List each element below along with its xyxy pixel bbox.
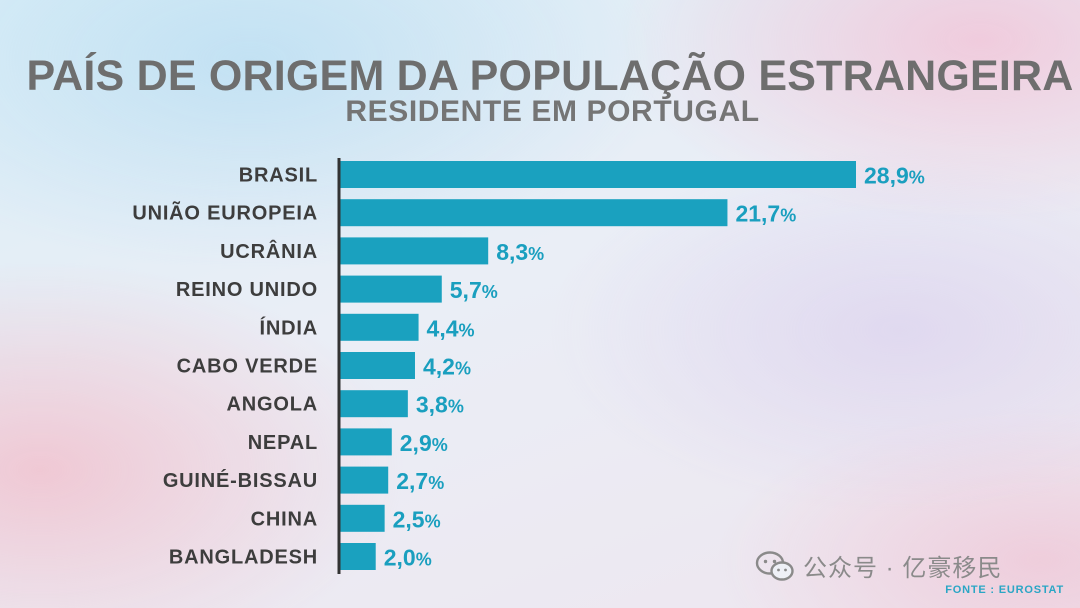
value-label: 4,4% [427,315,475,341]
value-unit: % [780,206,796,226]
category-label: ÍNDIA [260,316,318,339]
value-unit: % [455,359,471,379]
value-unit: % [528,244,544,264]
bar [340,313,419,341]
value-label: 2,9% [400,430,448,456]
bar [340,237,489,265]
category-label: UCRÂNIA [220,239,318,263]
source-credit: FONTE : EUROSTAT [945,584,1064,596]
bar [340,199,728,227]
value-label: 5,7% [450,277,498,303]
value-unit: % [482,282,498,302]
chart-title: PAÍS DE ORIGEM DA POPULAÇÃO ESTRANGEIRA [26,52,1074,100]
bar [340,390,408,418]
value-label: 4,2% [423,354,471,380]
bar [340,352,415,379]
value-unit: % [428,473,444,493]
value-label: 28,9% [864,163,925,189]
value-label: 21,7% [735,201,796,227]
value-unit: % [448,397,464,417]
bar [340,543,376,570]
value-unit: % [432,435,448,455]
bar [340,275,442,303]
value-unit: % [416,550,432,570]
chart-subtitle: RESIDENTE EM PORTUGAL [345,95,760,128]
bar [340,428,392,456]
category-label: UNIÃO EUROPEIA [132,202,318,225]
category-label: ANGOLA [227,394,318,416]
category-label: CHINA [251,508,318,530]
category-label: GUINÉ-BISSAU [163,469,318,492]
value-unit: % [909,168,925,188]
bar [340,161,856,188]
category-label: CABO VERDE [177,356,318,378]
category-label: REINO UNIDO [176,279,318,301]
value-unit: % [459,320,475,340]
value-label: 3,8% [416,392,464,418]
value-unit: % [425,511,441,531]
value-label: 2,0% [384,545,432,571]
watermark: 公众号 · 亿豪移民 [755,548,1002,583]
bar [340,466,389,494]
category-label: NEPAL [248,432,318,454]
value-label: 2,5% [393,506,441,532]
bars-group: BRASIL 28,9% UNIÃO EUROPEIA 21,7% UCRÂNIA 8,3… [132,161,925,571]
wechat-icon [755,550,794,581]
value-label: 2,7% [396,468,444,494]
watermark-text: 公众号 · 亿豪移民 [803,555,1003,582]
category-label: BRASIL [239,165,318,187]
bar [340,504,385,532]
value-label: 8,3% [496,239,544,265]
category-label: BANGLADESH [169,547,318,569]
